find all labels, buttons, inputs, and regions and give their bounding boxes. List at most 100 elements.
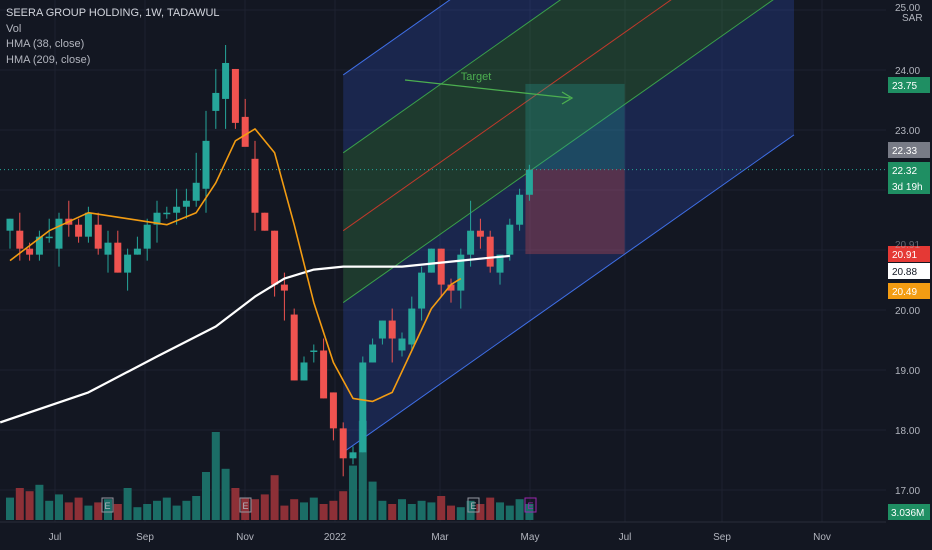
candle-body (212, 92, 220, 111)
symbol-title[interactable]: SEERA GROUP HOLDING, 1W, TADAWUL (6, 7, 220, 19)
price-tag: 23.75 (888, 77, 930, 93)
channel-line (342, 134, 795, 453)
volume-bar (231, 488, 240, 520)
earnings-marker: E (239, 497, 252, 513)
candle-body (133, 248, 141, 255)
legend-hma-38[interactable]: HMA (38, close) (6, 38, 85, 50)
volume-bar (45, 500, 54, 520)
channel-line (342, 0, 774, 303)
y-tick-label: 20.00 (895, 306, 920, 317)
candle-body (467, 230, 475, 255)
volume-bar (476, 504, 485, 520)
candle-body (143, 224, 151, 249)
volume-bar (349, 465, 357, 520)
x-tick-label: Nov (813, 532, 831, 543)
price-tag: 22.32 (888, 162, 930, 178)
channel-line (342, 0, 672, 232)
volume-bar (84, 505, 93, 520)
volume-bar (94, 502, 103, 520)
volume-bar (358, 420, 367, 520)
earnings-marker: E (101, 497, 114, 513)
x-tick-label: Jul (49, 532, 62, 543)
price-tag-label: 20.88 (892, 267, 917, 278)
price-tag: 20.91 (888, 246, 930, 262)
price-tag-label: 3d 19h (892, 182, 923, 193)
candle-body (261, 212, 269, 231)
price-axis: 25.00 24.00 23.00 20.00 19.00 18.00 17.00 SAR 23… (886, 0, 932, 550)
volume-bar (55, 494, 63, 520)
legend-hma-209[interactable]: HMA (209, close) (6, 53, 91, 66)
candle-body (280, 284, 288, 291)
x-tick-label: 2022 (324, 532, 347, 543)
price-tag-label: 20.49 (892, 287, 917, 298)
volume-bar (123, 488, 132, 520)
candle-body (222, 62, 230, 99)
price-tag-bg (888, 263, 930, 279)
volume-bar (182, 500, 191, 520)
volume-tag: 3.036M (888, 504, 930, 520)
candle-body (55, 218, 63, 249)
x-tick-label: Nov (236, 532, 254, 543)
time-axis-bg (0, 522, 886, 550)
candle-body (359, 362, 367, 453)
volume-bar (192, 496, 201, 520)
candle-body (388, 320, 396, 339)
price-tag-bg (888, 246, 930, 262)
candle-body (241, 116, 249, 147)
y-tick-label: 25.00 (895, 3, 920, 14)
volume-bar (35, 484, 44, 520)
volume-bar (466, 500, 475, 520)
price-tag: 22.33 (888, 142, 930, 158)
volume-bar (143, 504, 152, 520)
price-tag-bg (888, 162, 930, 178)
candle-body (516, 194, 524, 225)
candle-body (525, 169, 533, 195)
earnings-marker-box (101, 497, 114, 513)
price-tag-bg (888, 77, 930, 93)
volume-bar (339, 491, 348, 520)
candle-body (320, 350, 328, 399)
y-tick-label: 17.00 (895, 486, 920, 497)
volume-bar (113, 504, 122, 520)
volume-bar (486, 497, 495, 520)
volume-bar (270, 475, 279, 520)
candle-body (290, 314, 298, 381)
candle-body (378, 320, 386, 339)
price-tag: 20.49 (888, 283, 930, 299)
earnings-marker-box (524, 497, 537, 513)
x-tick-label: Sep (136, 532, 154, 543)
candle-body (192, 182, 200, 201)
volume-bar (221, 468, 230, 520)
candle-body (251, 158, 259, 213)
target-annotation: Target (461, 71, 492, 83)
candle-body (437, 248, 445, 285)
earnings-marker-label: E (242, 501, 248, 511)
volume-bar (388, 504, 397, 520)
target-arrow (404, 79, 571, 99)
price-tag-bg (888, 142, 930, 158)
candle-body (339, 428, 347, 459)
candle-body (349, 452, 357, 459)
position-loss-zone (525, 169, 625, 255)
candle-body (84, 212, 92, 237)
grid-lines (0, 0, 886, 522)
volume-bar (417, 500, 426, 520)
candle-body (104, 242, 112, 255)
earnings-marker-box (467, 497, 480, 513)
volume-bar (162, 497, 171, 520)
y-tick-label: 24.00 (895, 66, 920, 77)
candle-body (124, 254, 132, 273)
volume-bar (6, 497, 14, 520)
volume-bar (241, 497, 250, 520)
volume-bar (280, 505, 289, 520)
candle-body (202, 140, 210, 189)
volume-bar (407, 504, 416, 520)
earnings-marker-box (239, 497, 252, 513)
volume-bar (153, 500, 161, 520)
candle-body (418, 272, 426, 309)
legend-vol[interactable]: Vol (6, 22, 22, 35)
candle-body (153, 212, 161, 225)
candle-body (427, 248, 435, 273)
